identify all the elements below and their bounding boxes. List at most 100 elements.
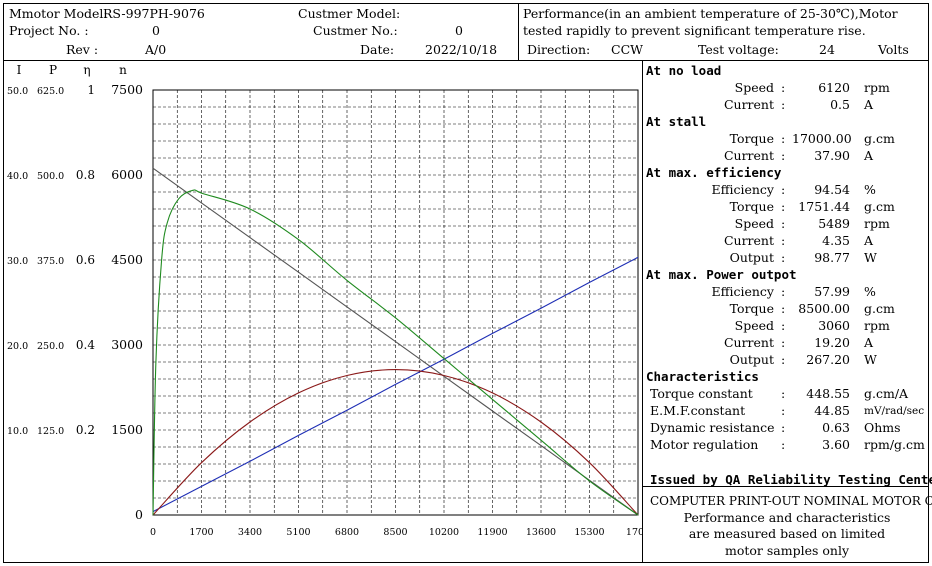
spec-label: Current	[723, 233, 774, 248]
spec-label: Torque	[729, 301, 774, 316]
spec-unit: g.cm	[864, 199, 895, 214]
spec-colon: :	[781, 352, 786, 367]
spec-unit: W	[864, 352, 877, 367]
spec-colon: :	[781, 318, 786, 333]
power-scale-label: 625.0	[37, 86, 64, 97]
efficiency-scale-label: 0.2	[76, 423, 95, 437]
spec-label: Torque	[729, 199, 774, 214]
spec-unit: A	[864, 97, 874, 112]
spec-label: E.M.F.constant	[650, 403, 746, 418]
date: 2022/10/18	[425, 42, 498, 57]
spec-label: Torque	[729, 131, 774, 146]
spec-unit: W	[864, 250, 877, 265]
spec-value: 0.5	[830, 97, 850, 112]
spec-value: 267.20	[806, 352, 850, 367]
chart-series	[152, 167, 639, 516]
box-line-4: motor samples only	[724, 543, 850, 558]
x-tick-label: 3400	[238, 527, 262, 538]
axis-header-eta: η	[83, 63, 90, 77]
performance-note-2: tested rapidly to prevent significant te…	[523, 23, 866, 38]
spec-value: 0.63	[822, 420, 850, 435]
spec-colon: :	[781, 148, 786, 163]
spec-value: 37.90	[814, 148, 850, 163]
n-tick-label: 6000	[111, 167, 143, 182]
spec-unit: Ohms	[864, 420, 901, 435]
box-line-3: are measured based on limited	[688, 526, 886, 541]
n-tick-label: 3000	[111, 337, 143, 352]
right-panel-divider	[642, 60, 643, 563]
efficiency-scale-label: 0.8	[76, 168, 95, 182]
chart-grid	[153, 90, 638, 515]
spec-value: 5489	[818, 216, 850, 231]
test-voltage: 24	[819, 42, 835, 57]
spec-label: Output	[729, 250, 774, 265]
spec-colon: :	[781, 233, 786, 248]
spec-colon: :	[781, 216, 786, 231]
left-scale: 7500 6000 4500 3000 1500 0 50.0 625.0 1 40.0 500.0…	[7, 82, 143, 522]
test-voltage-label: Test voltage:	[698, 42, 779, 57]
spec-unit: A	[864, 233, 874, 248]
datasheet-frame	[3, 3, 929, 563]
volts-label: Volts	[878, 42, 909, 57]
spec-value: 3.60	[822, 437, 850, 452]
current-scale-label: 30.0	[7, 256, 28, 267]
x-tick-label: 5100	[286, 527, 310, 538]
x-tick-label: 15300	[574, 527, 604, 538]
customer-no: 0	[455, 23, 463, 38]
current-scale-label: 10.0	[7, 426, 28, 437]
spec-unit: mV/rad/sec	[864, 405, 925, 417]
section-title-characteristics: Characteristics	[646, 369, 759, 384]
power-scale-label: 500.0	[37, 171, 64, 182]
current-scale-label: 40.0	[7, 171, 28, 182]
spec-unit: %	[864, 182, 876, 197]
n-tick-label: 7500	[111, 82, 143, 97]
spec-unit: g.cm/A	[864, 386, 909, 401]
spec-unit: A	[864, 148, 874, 163]
series-output-line	[152, 369, 639, 516]
spec-value: 6120	[818, 80, 850, 95]
series-efficiency-line	[152, 189, 639, 516]
spec-value: 8500.00	[798, 301, 850, 316]
spec-unit: rpm	[864, 216, 890, 231]
spec-value: 44.85	[814, 403, 850, 418]
axis-header-p: P	[49, 63, 57, 77]
spec-value: 19.20	[814, 335, 850, 350]
spec-colon: :	[781, 97, 786, 112]
spec-colon: :	[781, 284, 786, 299]
spec-value: 1751.44	[798, 199, 850, 214]
section-title-no-load: At no load	[646, 63, 722, 78]
power-scale-label: 375.0	[37, 256, 64, 267]
spec-label: Current	[723, 335, 774, 350]
spec-label: Efficiency	[711, 182, 774, 197]
spec-unit: g.cm	[864, 301, 895, 316]
motor-model-label: Mmotor Model:	[9, 6, 108, 21]
box-line-1: COMPUTER PRINT-OUT NOMINAL MOTOR CURVES	[650, 494, 932, 508]
header-divider	[3, 60, 929, 61]
n-tick-label: 0	[135, 507, 143, 522]
efficiency-scale-label: 0.6	[76, 253, 95, 267]
spec-value: 4.35	[822, 233, 850, 248]
x-tick-label: 13600	[526, 527, 556, 538]
spec-unit: rpm/g.cm	[864, 437, 925, 452]
spec-unit: g.cm	[864, 131, 895, 146]
x-tick-label: 1700	[626, 527, 642, 538]
x-tick-label: 11900	[477, 527, 507, 538]
power-scale-label: 250.0	[37, 341, 64, 352]
spec-colon: :	[781, 182, 786, 197]
series-current-line	[152, 256, 639, 513]
spec-colon: :	[781, 301, 786, 316]
section-title-max-eff: At max. efficiency	[646, 165, 782, 180]
x-tick-label: 1700	[189, 527, 213, 538]
spec-label: Torque constant	[650, 386, 753, 401]
spec-label: Current	[723, 97, 774, 112]
x-tick-label: 6800	[335, 527, 359, 538]
rev-label: Rev :	[66, 42, 99, 57]
spec-value: 17000.00	[792, 131, 852, 146]
spec-label: Motor regulation	[650, 437, 759, 452]
spec-label: Dynamic resistance	[650, 420, 775, 435]
performance-chart: 7500 6000 4500 3000 1500 0 50.0 625.0 1 40.0 500.0…	[7, 63, 642, 538]
direction-label: Direction:	[527, 42, 591, 57]
spec-value: 94.54	[814, 182, 850, 197]
spec-colon: :	[781, 199, 786, 214]
spec-label: Current	[723, 148, 774, 163]
